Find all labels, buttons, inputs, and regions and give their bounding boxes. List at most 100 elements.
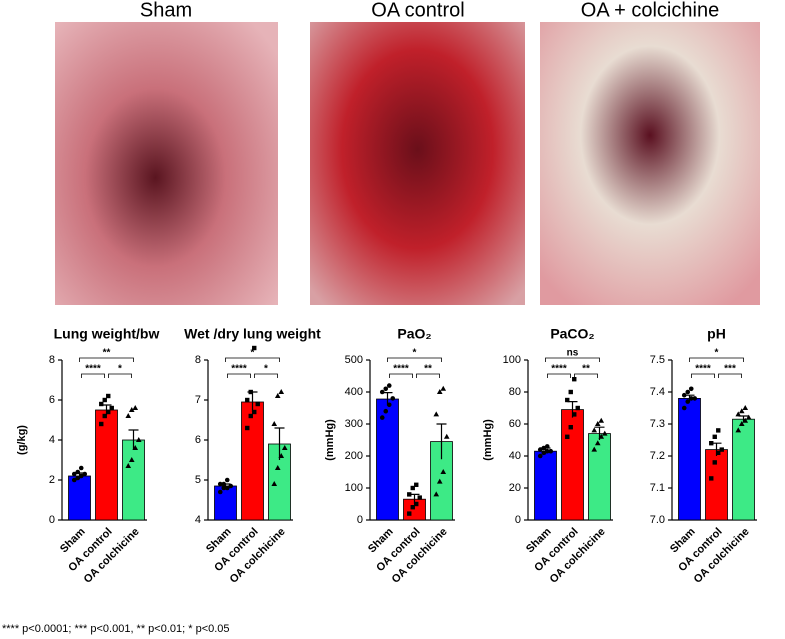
y-axis-label: (mmHg) bbox=[324, 419, 336, 461]
y-tick-label: 7.3 bbox=[650, 418, 665, 430]
bar bbox=[678, 397, 701, 521]
data-point bbox=[228, 483, 234, 489]
y-tick-label: 100 bbox=[503, 354, 521, 366]
y-tick-label: 8 bbox=[49, 354, 55, 366]
y-tick-label: 7.1 bbox=[650, 482, 665, 494]
data-point bbox=[544, 448, 550, 454]
photo-label: OA control bbox=[371, 0, 464, 21]
y-tick-label: 200 bbox=[345, 450, 363, 462]
data-point bbox=[379, 415, 385, 420]
data-point bbox=[71, 477, 77, 483]
chart-title: pH bbox=[707, 326, 726, 342]
data-point bbox=[443, 433, 450, 439]
data-point bbox=[417, 495, 422, 500]
y-tick-label: 7.2 bbox=[650, 450, 665, 462]
y-axis-label: (g/kg) bbox=[16, 425, 28, 455]
data-point bbox=[271, 481, 278, 486]
data-point bbox=[99, 401, 104, 407]
significance-bracket bbox=[691, 373, 715, 378]
significance-label: * bbox=[118, 364, 122, 375]
data-point bbox=[383, 408, 389, 414]
photo-label: Sham bbox=[140, 0, 192, 21]
data-point bbox=[735, 411, 742, 417]
data-point bbox=[135, 437, 142, 442]
significance-bracket bbox=[79, 357, 134, 362]
significance-label: * bbox=[251, 348, 255, 359]
data-point bbox=[71, 471, 77, 477]
data-point bbox=[386, 383, 392, 388]
data-point bbox=[75, 469, 81, 475]
data-point bbox=[407, 511, 412, 516]
y-tick-label: 4 bbox=[49, 434, 55, 446]
data-point bbox=[102, 413, 107, 419]
significance-bracket bbox=[718, 373, 742, 378]
significance-label: **** bbox=[231, 364, 247, 375]
data-point bbox=[440, 469, 447, 474]
significance-bracket bbox=[416, 373, 440, 378]
data-point bbox=[128, 457, 135, 462]
bar bbox=[214, 485, 237, 521]
data-point bbox=[719, 447, 724, 452]
data-point bbox=[245, 425, 250, 431]
significance-label: * bbox=[264, 364, 268, 375]
data-point bbox=[436, 389, 443, 394]
data-point bbox=[591, 446, 598, 452]
significance-label: ** bbox=[103, 348, 111, 359]
y-tick-label: 0 bbox=[515, 514, 521, 526]
bar bbox=[122, 439, 145, 521]
photo bbox=[540, 22, 760, 305]
data-point bbox=[414, 501, 419, 507]
data-point bbox=[128, 407, 135, 412]
y-tick-label: 80 bbox=[509, 386, 521, 398]
significance-bracket bbox=[689, 357, 744, 362]
y-tick-label: 7.5 bbox=[650, 354, 665, 366]
y-tick-label: 2 bbox=[49, 474, 55, 486]
y-tick-label: 20 bbox=[509, 482, 521, 494]
data-point bbox=[132, 445, 139, 450]
significance-bracket bbox=[574, 373, 598, 378]
error-bar bbox=[274, 427, 285, 460]
y-tick-label: 4 bbox=[195, 514, 201, 526]
chart-title: Lung weight/bw bbox=[54, 326, 160, 342]
data-point bbox=[735, 427, 742, 433]
bar bbox=[95, 409, 118, 521]
data-point bbox=[436, 478, 443, 484]
significance-label: **** bbox=[695, 364, 711, 375]
photo-label: OA + colcichine bbox=[581, 0, 719, 21]
data-point bbox=[712, 460, 717, 465]
data-point bbox=[248, 389, 253, 395]
bar bbox=[241, 401, 264, 521]
significance-bracket bbox=[227, 373, 251, 378]
data-point bbox=[537, 453, 543, 459]
data-point bbox=[221, 485, 227, 491]
data-point bbox=[568, 425, 573, 430]
data-point bbox=[742, 405, 749, 410]
data-point bbox=[410, 505, 415, 510]
y-tick-label: 500 bbox=[345, 354, 363, 366]
data-point bbox=[537, 447, 543, 452]
chart-title: PaCO₂ bbox=[550, 326, 594, 342]
data-point bbox=[278, 389, 285, 394]
data-point bbox=[440, 385, 447, 391]
data-point bbox=[217, 481, 223, 487]
y-tick-label: 40 bbox=[509, 450, 521, 462]
y-tick-label: 300 bbox=[345, 418, 363, 430]
data-point bbox=[745, 414, 752, 420]
data-point bbox=[106, 393, 111, 399]
data-point bbox=[386, 402, 392, 408]
data-point bbox=[102, 397, 107, 403]
y-tick-label: 0 bbox=[49, 514, 55, 526]
data-point bbox=[572, 377, 577, 382]
data-point bbox=[414, 482, 419, 487]
data-point bbox=[274, 465, 281, 470]
y-tick-label: 6 bbox=[195, 434, 201, 446]
data-point bbox=[390, 396, 396, 401]
significance-bracket bbox=[108, 373, 132, 378]
data-point bbox=[681, 392, 687, 398]
data-point bbox=[271, 421, 278, 426]
y-tick-label: 60 bbox=[509, 418, 521, 430]
error-bar bbox=[436, 423, 447, 460]
photo bbox=[55, 22, 278, 305]
y-axis-label: (mmHg) bbox=[482, 419, 494, 461]
